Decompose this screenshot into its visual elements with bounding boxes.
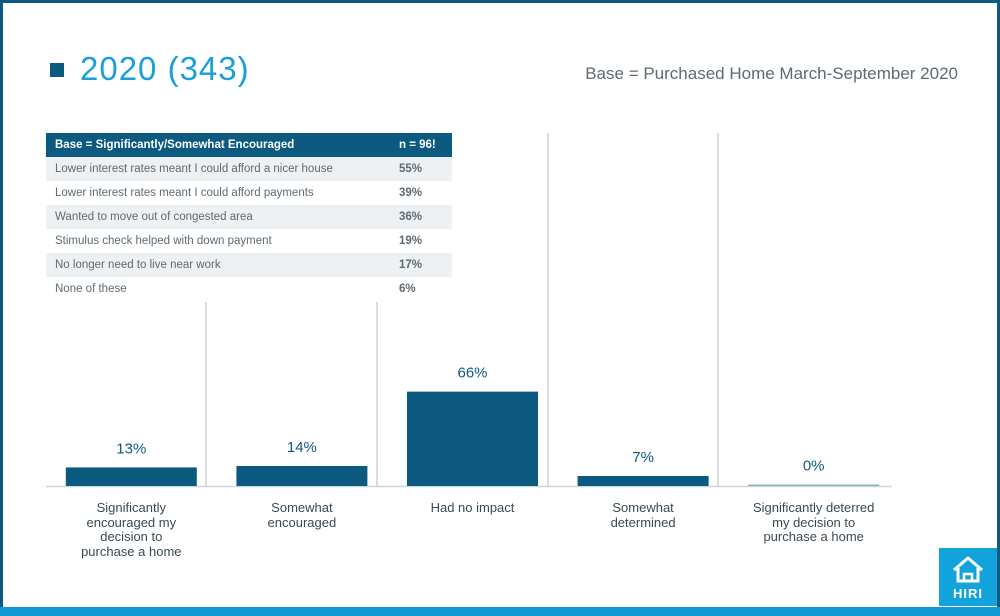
category-label-line: purchase a home (763, 529, 864, 544)
hiri-logo: HIRI (939, 548, 997, 606)
row-label: No longer need to live near work (46, 253, 390, 277)
house-icon (953, 556, 983, 583)
bar-5 (748, 484, 880, 486)
legend-label: 2020 (343) (80, 50, 250, 87)
bar-value-label-3: 66% (457, 365, 487, 382)
row-value: 19% (390, 229, 452, 253)
row-label: None of these (46, 277, 390, 301)
category-label-line: determined (610, 514, 676, 530)
category-label-5: Significantly deterred my decision to purc… (744, 500, 884, 545)
category-label-1: Significantly encouraged my decision to pur… (61, 500, 201, 559)
row-label: Stimulus check helped with down payment (46, 229, 390, 253)
bar-1 (65, 467, 197, 486)
category-label-line: my decision to (772, 514, 856, 530)
bar-value-label-5: 0% (803, 458, 825, 475)
table-header-label: Base = Significantly/Somewhat Encouraged (46, 133, 390, 157)
base-note: Base = Purchased Home March-September 20… (585, 64, 958, 83)
category-label-3: Had no impact (403, 500, 543, 516)
table-row: No longer need to live near work 17% (46, 253, 452, 277)
category-label-line: encouraged my (86, 514, 177, 530)
bar-value-label-1: 13% (116, 440, 146, 457)
bar-value-labels: 13% 14% 66% 7% 0% (116, 365, 824, 475)
row-label: Lower interest rates meant I could affor… (46, 181, 390, 205)
bar-value-label-4: 7% (632, 449, 654, 466)
row-value: 6% (390, 277, 452, 301)
logo-text: HIRI (953, 586, 983, 601)
row-value: 17% (390, 253, 452, 277)
category-label-4: Somewhat determined (573, 500, 713, 530)
table-row: None of these 6% (46, 277, 452, 301)
category-label-line: encouraged (267, 514, 337, 530)
column-dividers (205, 133, 719, 486)
bars-group (65, 391, 880, 486)
bar-4 (577, 475, 709, 486)
table-header-n: n = 96! (390, 133, 452, 157)
bar-2 (236, 465, 368, 486)
category-label-line: Significantly (96, 500, 166, 515)
table-row: Stimulus check helped with down payment 1… (46, 229, 452, 253)
category-label-line: Significantly deterred (752, 500, 875, 515)
bottom-accent-bar (0, 607, 1000, 616)
row-label: Lower interest rates meant I could affor… (46, 157, 390, 181)
category-label-line: Somewhat (612, 500, 674, 515)
legend-swatch (50, 63, 64, 77)
category-label-line: decision to (100, 529, 163, 544)
row-value: 36% (390, 205, 452, 229)
row-label: Wanted to move out of congested area (46, 205, 390, 229)
table-row: Lower interest rates meant I could affor… (46, 157, 452, 181)
row-value: 39% (390, 181, 452, 205)
row-value: 55% (390, 157, 452, 181)
bar-value-label-2: 14% (287, 439, 317, 456)
table-header-row: Base = Significantly/Somewhat Encouraged… (46, 133, 452, 157)
table-row: Lower interest rates meant I could affor… (46, 181, 452, 205)
category-label-line: Somewhat (271, 500, 333, 515)
bar-3 (407, 391, 538, 486)
category-label-line: purchase a home (81, 543, 182, 559)
table-row: Wanted to move out of congested area 36% (46, 205, 452, 229)
reasons-table: Base = Significantly/Somewhat Encouraged… (46, 133, 452, 301)
category-label-line: Had no impact (430, 500, 515, 515)
category-label-2: Somewhat encouraged (232, 500, 372, 530)
